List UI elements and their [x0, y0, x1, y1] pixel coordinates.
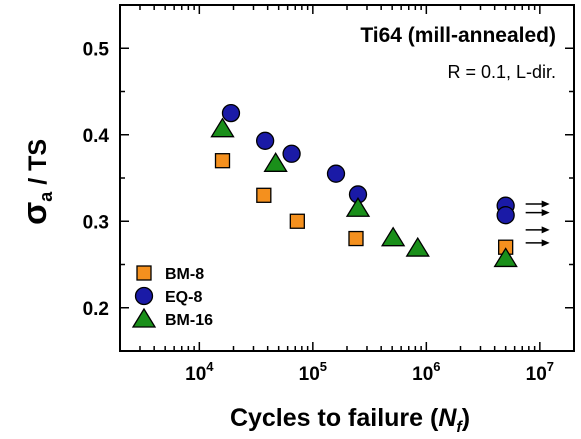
data-point-bm-8 [289, 213, 305, 229]
runout-arrow-head [541, 226, 550, 234]
legend-label: EQ-8 [165, 289, 202, 306]
y-tick-label: 0.4 [83, 126, 110, 147]
data-point-bm-16 [380, 226, 406, 247]
chart-title: Ti64 (mill-annealed) [360, 24, 556, 47]
data-point-bm-8 [348, 230, 364, 247]
data-point-bm-16 [210, 117, 235, 138]
data-point-eq-8 [221, 103, 241, 123]
x-axis-ticks: 104 105 106 107 [119, 5, 575, 385]
y-axis-label-sigma: σ [16, 202, 54, 225]
x-axis-label-close: ) [462, 404, 470, 432]
x-tick-label: 105 [299, 359, 327, 385]
data-point-bm-16 [263, 152, 288, 172]
data-point-eq-8 [255, 131, 275, 150]
x-tick-label-exponent: 5 [320, 359, 327, 374]
data-point-bm-16 [345, 197, 371, 217]
x-tick-label-base: 10 [526, 364, 547, 385]
x-tick-label-base: 10 [185, 364, 206, 385]
y-tick-label: 0.2 [83, 299, 109, 320]
data-point-bm-16 [405, 236, 430, 257]
x-axis-label-var: N [438, 404, 457, 432]
x-tick-label-exponent: 4 [206, 359, 214, 374]
y-axis-ticks: 0.2 0.3 0.4 0.5 [83, 4, 574, 352]
runout-arrow-head [541, 209, 550, 217]
y-axis-label-sub: a [36, 191, 56, 202]
x-tick-label: 107 [526, 359, 554, 385]
y-axis-label: σa / TS [16, 139, 56, 225]
data-point-bm-8 [214, 153, 231, 169]
x-tick-label-exponent: 6 [433, 359, 440, 374]
data-markers [210, 103, 518, 268]
data-point-bm-16 [493, 247, 518, 268]
runout-arrow-head [541, 200, 550, 208]
legend-label: BM-16 [165, 312, 213, 329]
runout-arrows [525, 200, 550, 247]
data-point-eq-8 [282, 144, 301, 163]
x-tick-label: 106 [412, 359, 440, 385]
chart-subtitle: R = 0.1, L-dir. [447, 62, 556, 82]
runout-arrow-head [541, 239, 550, 247]
data-point-bm-8 [256, 187, 272, 203]
legend: BM-8 EQ-8 BM-16 [131, 265, 213, 329]
y-tick-label: 0.3 [83, 212, 109, 233]
x-axis-label-main: Cycles to failure ( [230, 404, 439, 432]
legend-label: BM-8 [165, 266, 204, 283]
y-axis-label-rest: / TS [24, 139, 52, 192]
y-tick-label: 0.5 [83, 39, 110, 60]
x-axis-label-sub: f [456, 419, 463, 436]
x-tick-label-exponent: 7 [547, 359, 554, 374]
x-tick-label-base: 10 [299, 364, 320, 385]
data-point-eq-8 [326, 164, 346, 183]
x-tick-label: 104 [185, 359, 214, 385]
x-axis-label: Cycles to failure (Nf) [230, 404, 470, 436]
legend-marker-eq-8 [134, 286, 154, 306]
legend-marker-bm-16 [131, 307, 157, 328]
x-tick-label-base: 10 [412, 364, 433, 385]
data-point-eq-8 [496, 206, 515, 225]
legend-marker-bm-8 [136, 265, 152, 281]
